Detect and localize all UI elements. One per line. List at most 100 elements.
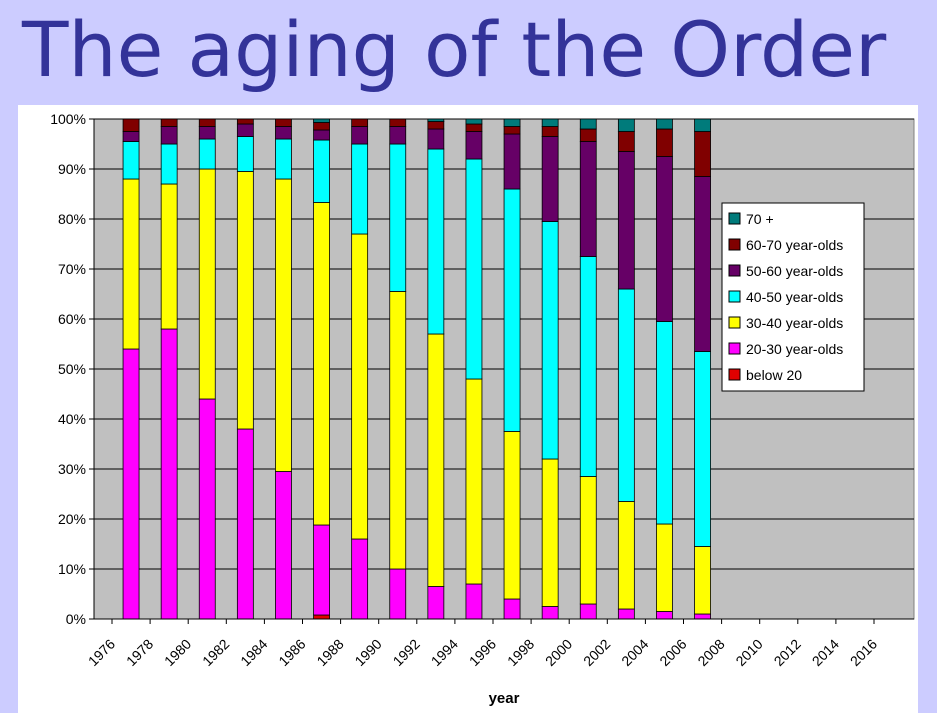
- bar-segment: [236, 118, 254, 125]
- legend-swatch: [728, 264, 741, 277]
- bar-segment: [541, 458, 559, 607]
- bar-segment: [579, 603, 597, 620]
- stacked-bar-chart: 0% 10% 20% 30% 40% 50% 60% 70% 80% 90% 100% 1976 197…: [50, 111, 915, 707]
- bar-segment: [275, 178, 292, 472]
- bar-segment: [617, 131, 635, 152]
- bar-segment: [389, 126, 407, 145]
- x-tick-label: 2016: [847, 636, 880, 669]
- bar-segment: [579, 128, 597, 142]
- bar-segment: [427, 333, 445, 587]
- bar-segment: [160, 126, 178, 145]
- bar-segment: [198, 118, 216, 127]
- bar-segment: [427, 121, 445, 130]
- bar-segment: [617, 501, 635, 610]
- bar-segment: [617, 288, 635, 502]
- x-tick-label: 1994: [428, 636, 461, 669]
- bar-segment: [656, 321, 673, 525]
- bar-segment: [465, 123, 483, 132]
- bar-segment: [313, 139, 330, 203]
- x-tick-label: 2010: [732, 636, 765, 669]
- x-tick-label: 1992: [390, 636, 423, 669]
- bar-segment: [236, 123, 254, 137]
- bar-segment: [694, 546, 711, 615]
- bar-segment: [694, 176, 711, 352]
- bar-segment: [236, 171, 254, 430]
- bar-segment: [236, 136, 254, 172]
- bar-segment: [389, 291, 407, 570]
- x-tick-label: 2002: [580, 636, 613, 669]
- bar-segment: [541, 606, 559, 620]
- legend-label: 70 +: [746, 211, 774, 227]
- legend-box: [721, 202, 865, 392]
- x-tick-label: 1990: [351, 636, 384, 669]
- bar-segment: [198, 126, 216, 140]
- legend-swatch: [728, 342, 741, 355]
- bar-segment: [656, 523, 673, 612]
- bar-segment: [313, 118, 330, 123]
- x-tick-label: 2012: [771, 636, 804, 669]
- x-tick-label: 1976: [85, 636, 118, 669]
- x-tick-label: 2006: [656, 636, 689, 669]
- bar-segment: [541, 136, 559, 222]
- y-tick-label: 60%: [58, 311, 86, 327]
- bar-segment: [236, 428, 254, 620]
- x-tick-label: 1982: [199, 636, 232, 669]
- bar-segment: [656, 156, 673, 322]
- bar-segment: [160, 183, 178, 330]
- bar-segment: [541, 118, 559, 127]
- bar-segment: [427, 128, 445, 150]
- bar-segment: [351, 118, 369, 127]
- bar-segment: [160, 118, 178, 127]
- legend-swatch: [728, 290, 741, 303]
- legend-swatch: [728, 316, 741, 329]
- bar-segment: [503, 598, 521, 620]
- bar-segment: [579, 256, 597, 477]
- x-tick-label: 2008: [694, 636, 727, 669]
- bar-segment: [465, 583, 483, 620]
- bar-segment: [198, 138, 216, 170]
- bar-segment: [198, 398, 216, 620]
- y-tick-label: 10%: [58, 561, 86, 577]
- bar-segment: [541, 221, 559, 460]
- bar-segment: [503, 126, 521, 135]
- legend-swatch: [728, 368, 741, 381]
- legend-label: 30-40 year-olds: [746, 315, 843, 331]
- bar-segment: [351, 538, 369, 620]
- bar-segment: [389, 568, 407, 620]
- legend: 70 + 60-70 year-olds 50-60 year-olds 40-50 …: [721, 202, 865, 392]
- bar-segment: [351, 233, 369, 540]
- y-tick-label: 70%: [58, 261, 86, 277]
- y-tick-label: 30%: [58, 461, 86, 477]
- bar-segment: [503, 118, 521, 127]
- x-tick-label: 1988: [313, 636, 346, 669]
- bar-segment: [503, 431, 521, 600]
- slide-title: The aging of the Order: [22, 5, 887, 94]
- legend-label: 40-50 year-olds: [746, 289, 843, 305]
- legend-swatch: [728, 238, 741, 251]
- y-tick-label: 0%: [66, 611, 86, 627]
- bar-segment: [694, 351, 711, 547]
- legend-swatch: [728, 212, 741, 225]
- y-tick-label: 90%: [58, 161, 86, 177]
- bar-segment: [617, 608, 635, 620]
- y-tick-label: 50%: [58, 361, 86, 377]
- bar-segment: [579, 141, 597, 257]
- bar-segment: [694, 613, 711, 620]
- bar-segment: [122, 348, 140, 620]
- x-tick-label: 2000: [542, 636, 575, 669]
- chart-panel: 0% 10% 20% 30% 40% 50% 60% 70% 80% 90% 100% 1976 197…: [18, 105, 918, 713]
- bar-segment: [160, 328, 178, 620]
- bar-segment: [122, 141, 140, 180]
- bar-segment: [313, 129, 330, 141]
- x-tick-label: 1986: [275, 636, 308, 669]
- legend-label: 20-30 year-olds: [746, 341, 843, 357]
- bar-segment: [389, 143, 407, 292]
- bar-segment: [122, 178, 140, 350]
- bar-segment: [313, 122, 330, 131]
- bar-segment: [275, 118, 292, 127]
- legend-label: 50-60 year-olds: [746, 263, 843, 279]
- bar-segment: [275, 126, 292, 140]
- x-tick-label: 2004: [618, 636, 651, 669]
- bar-segment: [313, 524, 330, 616]
- bar-segment: [579, 118, 597, 130]
